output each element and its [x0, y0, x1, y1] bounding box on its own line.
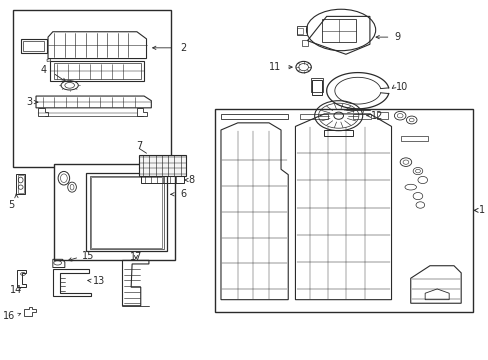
- Bar: [23, 41, 44, 51]
- Text: 13: 13: [93, 276, 105, 286]
- Bar: [90, 176, 163, 249]
- Bar: [296, 26, 307, 35]
- Text: 16: 16: [3, 311, 15, 321]
- Text: 7: 7: [136, 141, 142, 151]
- Bar: [16, 174, 25, 194]
- Text: 8: 8: [188, 175, 195, 185]
- Bar: [300, 114, 327, 118]
- Text: 6: 6: [180, 189, 186, 199]
- Bar: [221, 113, 287, 119]
- Bar: [18, 175, 23, 193]
- Text: 4: 4: [41, 65, 46, 75]
- Text: 5: 5: [9, 200, 15, 210]
- Text: 2: 2: [180, 43, 186, 53]
- Bar: [20, 39, 47, 53]
- Text: 17: 17: [129, 252, 142, 262]
- Bar: [296, 28, 302, 34]
- Bar: [13, 10, 171, 167]
- Bar: [141, 176, 183, 183]
- Text: 3: 3: [26, 97, 33, 107]
- Bar: [86, 173, 167, 251]
- Bar: [301, 40, 308, 46]
- Text: 10: 10: [395, 82, 408, 92]
- Bar: [324, 130, 352, 136]
- Bar: [321, 19, 356, 42]
- Bar: [50, 61, 144, 81]
- Text: 12: 12: [370, 111, 383, 121]
- Bar: [310, 78, 323, 93]
- Bar: [214, 109, 472, 312]
- Text: 11: 11: [268, 62, 281, 72]
- Bar: [400, 136, 427, 141]
- Bar: [54, 164, 175, 260]
- Text: 1: 1: [478, 205, 484, 215]
- Bar: [352, 113, 370, 118]
- Text: 14: 14: [10, 285, 22, 295]
- Text: 9: 9: [393, 32, 399, 42]
- Bar: [139, 155, 186, 176]
- Bar: [91, 177, 162, 248]
- Bar: [376, 112, 387, 118]
- Text: 15: 15: [81, 251, 94, 261]
- Bar: [54, 63, 141, 79]
